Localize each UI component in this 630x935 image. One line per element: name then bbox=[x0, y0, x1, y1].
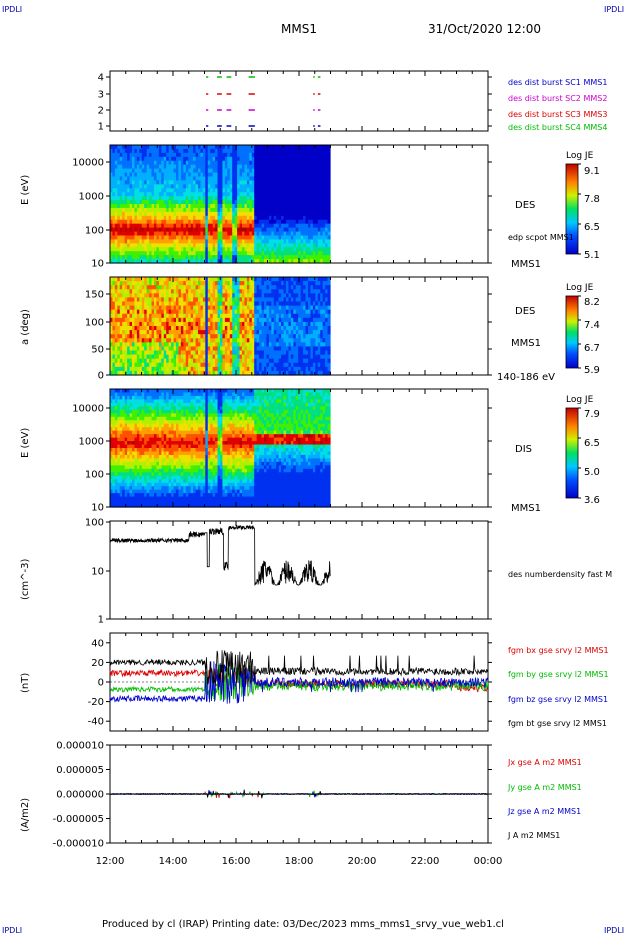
y-tick-label: 2 bbox=[98, 106, 104, 117]
x-tick-label: 00:00 bbox=[474, 856, 503, 867]
y-tick-label: -40 bbox=[88, 717, 104, 728]
y-tick-label: 20 bbox=[91, 658, 104, 669]
colorbar bbox=[566, 296, 578, 368]
des-pitch-cbar-tick: 7.4 bbox=[584, 320, 600, 331]
dis-energy-mms-label: MMS1 bbox=[511, 503, 541, 514]
x-tick-label: 12:00 bbox=[96, 856, 125, 867]
des-energy-cbar-tick: 7.8 bbox=[584, 194, 600, 205]
y-tick-label: 100 bbox=[85, 518, 104, 529]
des-energy-colorbar-title: Log JE bbox=[566, 151, 593, 161]
des-pitch-cbar-tick: 5.9 bbox=[584, 365, 600, 376]
bfield-legend-bt: fgm bt gse srvy l2 MMS1 bbox=[508, 719, 607, 728]
y-tick-label: 10000 bbox=[72, 158, 104, 169]
y-tick-label: 4 bbox=[98, 73, 104, 84]
y-tick-label: 1 bbox=[98, 122, 104, 133]
bfield-legend-bz: fgm bz gse srvy l2 MMS1 bbox=[508, 695, 608, 704]
dis-energy-panel: 10000 1000 100 10 bbox=[72, 389, 581, 514]
des-pitch-sublabel: MMS1 bbox=[511, 338, 541, 349]
current-series bbox=[110, 790, 488, 799]
bfield-legend-by: fgm by gse srvy l2 MMS1 bbox=[508, 670, 609, 679]
des-pitch-cbar-tick: 8.2 bbox=[584, 297, 600, 308]
burst-legend-1: des dist burst SC1 MMS1 bbox=[508, 78, 607, 87]
y-tick-label: 10 bbox=[91, 259, 104, 270]
y-tick-label: 0.000000 bbox=[56, 790, 104, 801]
density-legend: des numberdensity fast M bbox=[508, 570, 612, 579]
density-panel: 100 10 1 bbox=[85, 518, 492, 626]
dis-energy-colorbar-title: Log JE bbox=[566, 395, 593, 405]
y-tick-label: 150 bbox=[85, 290, 104, 301]
x-tick-label: 20:00 bbox=[348, 856, 377, 867]
y-tick-label: 0 bbox=[98, 371, 104, 382]
y-tick-label: 10000 bbox=[72, 404, 104, 415]
y-tick-label: 0 bbox=[98, 678, 104, 689]
current-ylabel: (A/m2) bbox=[20, 798, 31, 832]
y-tick-label: 0.000010 bbox=[56, 741, 104, 752]
y-tick-label: 10 bbox=[91, 503, 104, 514]
des-energy-ylabel: E (eV) bbox=[20, 175, 31, 205]
des-pitch-energy-range: 140-186 eV bbox=[497, 372, 555, 383]
bfield-ylabel: (nT) bbox=[20, 673, 31, 693]
bfield-legend-bx: fgm bx gse srvy l2 MMS1 bbox=[508, 646, 609, 655]
dis-energy-ylabel: E (eV) bbox=[20, 428, 31, 458]
current-legend-jy: Jy gse A m2 MMS1 bbox=[508, 783, 582, 792]
burst-panel: 4 3 2 1 bbox=[98, 71, 492, 133]
dis-energy-label: DIS bbox=[515, 444, 532, 455]
y-tick-label: 3 bbox=[98, 90, 104, 101]
des-pitch-cbar-tick: 6.7 bbox=[584, 343, 600, 354]
dis-energy-cbar-tick: 3.6 bbox=[584, 495, 600, 506]
burst-legend-2: des dist burst SC2 MMS2 bbox=[508, 94, 607, 103]
y-tick-label: -20 bbox=[88, 697, 104, 708]
y-tick-label: 100 bbox=[85, 226, 104, 237]
des-pitch-panel: 150 100 50 0 bbox=[85, 277, 581, 382]
y-tick-label: 50 bbox=[91, 345, 104, 356]
bfield-series bbox=[110, 650, 488, 684]
des-pitch-label: DES bbox=[515, 306, 535, 317]
x-tick-label: 22:00 bbox=[411, 856, 440, 867]
des-energy-cbar-tick: 5.1 bbox=[584, 250, 600, 261]
y-tick-label: -0.000010 bbox=[53, 839, 104, 850]
des-energy-cbar-tick: 6.5 bbox=[584, 222, 600, 233]
magnetic-field-panel: 40 20 0 -20 -40 bbox=[88, 633, 492, 731]
des-pitch-ylabel: a (deg) bbox=[20, 309, 31, 345]
des-energy-mms-label: MMS1 bbox=[511, 259, 541, 270]
density-ylabel: (cm^-3) bbox=[20, 559, 31, 600]
dis-energy-cbar-tick: 5.0 bbox=[584, 467, 600, 478]
y-tick-label: 1 bbox=[98, 615, 104, 626]
dis-energy-cbar-tick: 7.9 bbox=[584, 409, 600, 420]
y-tick-label: 1000 bbox=[79, 192, 104, 203]
des-energy-panel: 10000 1000 100 10 bbox=[72, 145, 581, 270]
current-legend-jz: Jz gse A m2 MMS1 bbox=[508, 807, 581, 816]
current-legend-j: J A m2 MMS1 bbox=[508, 831, 560, 840]
y-tick-label: 100 bbox=[85, 470, 104, 481]
des-pitch-colorbar-title: Log JE bbox=[566, 283, 593, 293]
y-tick-label: 100 bbox=[85, 318, 104, 329]
current-series bbox=[110, 792, 488, 798]
y-tick-label: 1000 bbox=[79, 437, 104, 448]
des-energy-label: DES bbox=[515, 200, 535, 211]
des-energy-sublabel: edp scpot MMS1 bbox=[508, 233, 574, 242]
y-tick-label: 10 bbox=[91, 567, 104, 578]
current-density-panel: 0.000010 0.000005 0.000000 -0.000005 -0.0000… bbox=[53, 741, 492, 850]
x-tick-label: 18:00 bbox=[285, 856, 314, 867]
colorbar bbox=[566, 408, 578, 498]
current-legend-jx: Jx gse A m2 MMS1 bbox=[508, 758, 582, 767]
footer-text: Produced by cl (IRAP) Printing date: 03/… bbox=[102, 919, 504, 930]
y-tick-label: 40 bbox=[91, 638, 104, 649]
panel-frame bbox=[110, 521, 488, 619]
panel-frame bbox=[110, 71, 488, 131]
des-energy-cbar-tick: 9.1 bbox=[584, 166, 600, 177]
x-tick-label: 14:00 bbox=[159, 856, 188, 867]
density-series bbox=[110, 526, 330, 586]
burst-legend-3: des dist burst SC3 MMS3 bbox=[508, 110, 607, 119]
y-tick-label: -0.000005 bbox=[53, 814, 104, 825]
burst-legend-4: des dist burst SC4 MMS4 bbox=[508, 123, 607, 132]
dis-energy-cbar-tick: 6.5 bbox=[584, 438, 600, 449]
x-tick-label: 16:00 bbox=[222, 856, 251, 867]
y-tick-label: 0.000005 bbox=[56, 765, 104, 776]
time-axis: 12:00 14:00 16:00 18:00 20:00 22:00 00:00 bbox=[96, 856, 503, 867]
